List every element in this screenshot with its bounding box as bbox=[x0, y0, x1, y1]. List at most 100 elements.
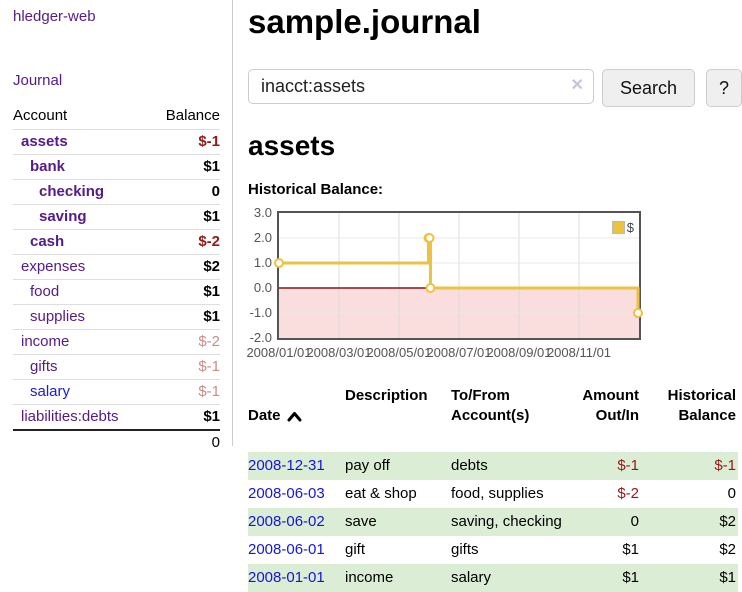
account-balance: $1 bbox=[203, 408, 220, 425]
account-link[interactable]: gifts bbox=[30, 358, 58, 375]
search-form: ✕ Search ? bbox=[248, 69, 742, 107]
account-row: income $-2 bbox=[13, 329, 220, 354]
account-link[interactable]: liabilities:debts bbox=[21, 408, 119, 425]
register-cell-date[interactable]: 2008-06-01 bbox=[248, 536, 345, 564]
account-balance: $-1 bbox=[198, 133, 220, 150]
account-row: supplies $1 bbox=[13, 304, 220, 329]
register-cell-accounts: saving, checking bbox=[451, 513, 562, 530]
data-point-marker bbox=[424, 233, 435, 243]
account-row: assets $-1 bbox=[13, 129, 220, 154]
register-row: 2008-01-01 income salary $1 $1 bbox=[248, 564, 738, 592]
account-link[interactable]: salary bbox=[30, 383, 71, 400]
app-title-link[interactable]: hledger-web bbox=[13, 8, 96, 25]
data-point-marker bbox=[425, 283, 436, 293]
chart-canvas bbox=[274, 213, 644, 338]
register-cell-amount: $-2 bbox=[617, 485, 639, 502]
transaction-date-link[interactable]: 2008-06-03 bbox=[248, 485, 325, 502]
chart-x-labels: 2008/01/01 2008/03/01 2008/05/01 2008/07/01… bbox=[246, 345, 742, 361]
account-balance: $-2 bbox=[198, 333, 220, 350]
register-cell-amount: $1 bbox=[622, 569, 639, 586]
account-link[interactable]: expenses bbox=[21, 258, 86, 275]
register-cell-balance: $1 bbox=[719, 569, 736, 586]
account-link[interactable]: saving bbox=[39, 208, 87, 225]
y-axis-tick-label: 1.0 bbox=[253, 255, 272, 270]
account-balance: $1 bbox=[203, 208, 220, 225]
account-link[interactable]: checking bbox=[39, 183, 105, 200]
account-balance: $1 bbox=[203, 158, 220, 175]
clear-search-icon[interactable]: ✕ bbox=[570, 77, 584, 94]
account-row: liabilities:debts $1 bbox=[13, 404, 220, 429]
sidebar-item-journal[interactable]: Journal bbox=[13, 72, 63, 89]
x-axis-tick-label: 2008/03/01 bbox=[306, 345, 372, 360]
page-title: sample.journal bbox=[248, 3, 481, 40]
account-row: expenses $2 bbox=[13, 254, 220, 279]
x-axis-tick-label: 2008/05/01 bbox=[366, 345, 432, 360]
register-cell-balance: 0 bbox=[727, 485, 736, 502]
main-content: sample.journal ✕ Search ? assets Histori… bbox=[246, 0, 742, 592]
transaction-date-link[interactable]: 2008-12-31 bbox=[248, 457, 325, 474]
register-cell-description: save bbox=[345, 513, 377, 530]
accounts-rows: assets $-1 bank $1 checking 0 saving $1 cash $-2 e… bbox=[13, 129, 220, 429]
account-row: saving $1 bbox=[13, 204, 220, 229]
help-button[interactable]: ? bbox=[705, 69, 742, 107]
col-header-accounts: To/From Account(s) bbox=[451, 387, 530, 424]
register-cell-date[interactable]: 2008-12-31 bbox=[248, 452, 345, 480]
accounts-total-row: 0 bbox=[13, 429, 220, 454]
col-header-description: Description bbox=[345, 387, 428, 404]
accounts-col-header: Account bbox=[13, 107, 68, 124]
sort-ascending-icon bbox=[287, 411, 302, 421]
account-balance: $2 bbox=[203, 258, 220, 275]
transaction-date-link[interactable]: 2008-06-02 bbox=[248, 513, 325, 530]
historical-balance-chart: 3.0 2.0 1.0 0.0 -1.0 -2.0 $ 2008/01/01 2008/03… bbox=[246, 206, 742, 361]
search-button[interactable]: Search bbox=[601, 69, 695, 107]
account-link[interactable]: bank bbox=[30, 158, 66, 175]
transaction-date-link[interactable]: 2008-01-01 bbox=[248, 569, 325, 586]
register-row: 2008-06-03 eat & shop food, supplies $-2 0 bbox=[248, 480, 738, 508]
register-table: Date Description To/From Account(s) Amou… bbox=[248, 384, 738, 592]
y-axis-tick-label: 2.0 bbox=[253, 230, 272, 245]
transaction-date-link[interactable]: 2008-06-01 bbox=[248, 541, 325, 558]
account-row: salary $-1 bbox=[13, 379, 220, 404]
register-cell-date[interactable]: 2008-06-02 bbox=[248, 508, 345, 536]
account-link[interactable]: supplies bbox=[30, 308, 86, 325]
y-axis-tick-label: -2.0 bbox=[249, 330, 272, 345]
balance-col-header: Balance bbox=[165, 107, 220, 124]
account-link[interactable]: assets bbox=[21, 133, 68, 150]
register-cell-accounts: debts bbox=[451, 457, 488, 474]
register-cell-accounts: salary bbox=[451, 569, 492, 586]
register-cell-date[interactable]: 2008-06-03 bbox=[248, 480, 345, 508]
register-cell-balance: $2 bbox=[719, 541, 736, 558]
search-box: ✕ bbox=[248, 69, 594, 104]
register-cell-amount: $-1 bbox=[617, 457, 639, 474]
account-balance: 0 bbox=[211, 183, 220, 200]
account-balance: $-1 bbox=[198, 358, 220, 375]
register-row: 2008-06-02 save saving, checking 0 $2 bbox=[248, 508, 738, 536]
register-cell-description: income bbox=[345, 569, 394, 586]
register-cell-balance: $2 bbox=[719, 513, 736, 530]
account-row: checking 0 bbox=[13, 179, 220, 204]
account-row: food $1 bbox=[13, 279, 220, 304]
col-header-balance: Historical Balance bbox=[667, 387, 736, 424]
col-header-date[interactable]: Date bbox=[248, 384, 345, 452]
legend-swatch bbox=[611, 221, 625, 234]
register-cell-date[interactable]: 2008-01-01 bbox=[248, 564, 345, 592]
account-link[interactable]: cash bbox=[30, 233, 65, 250]
account-balance: $1 bbox=[203, 308, 220, 325]
account-link[interactable]: income bbox=[21, 333, 70, 350]
date-header-label: Date bbox=[248, 407, 281, 424]
x-axis-tick-label: 2008/11/01 bbox=[546, 345, 612, 360]
register-cell-amount: 0 bbox=[630, 513, 639, 530]
legend-label: $ bbox=[626, 220, 634, 235]
accounts-table: Account Balance assets $-1 bank $1 checking 0… bbox=[13, 105, 220, 454]
x-axis-tick-label: 2008/09/01 bbox=[486, 345, 552, 360]
account-row: bank $1 bbox=[13, 154, 220, 179]
register-cell-description: pay off bbox=[345, 457, 390, 474]
y-axis-tick-label: 0.0 bbox=[253, 280, 272, 295]
register-header-row: Date Description To/From Account(s) Amou… bbox=[248, 384, 738, 452]
accounts-table-header: Account Balance bbox=[13, 105, 220, 129]
search-input[interactable] bbox=[248, 69, 594, 104]
register-cell-accounts: gifts bbox=[451, 541, 479, 558]
account-link[interactable]: food bbox=[30, 283, 60, 300]
x-axis-tick-label: 2008/01/01 bbox=[246, 345, 312, 360]
accounts-total-value: 0 bbox=[211, 434, 220, 451]
